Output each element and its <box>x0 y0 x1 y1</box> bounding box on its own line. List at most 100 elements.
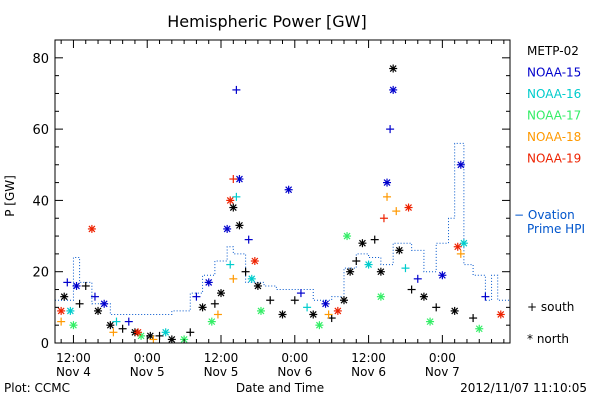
north-data-point <box>389 85 398 94</box>
north-data-point <box>496 310 505 319</box>
north-data-point <box>383 178 392 187</box>
marker-stroke <box>279 311 286 318</box>
south-data-point <box>290 296 299 305</box>
marker-stroke <box>73 282 80 290</box>
north-data-point <box>94 306 103 315</box>
north-data-point <box>450 306 459 315</box>
south-data-point <box>296 289 305 298</box>
legend-entry: NOAA-18 <box>527 130 581 144</box>
marker-stroke <box>322 300 329 308</box>
legend-north-marker: * north <box>527 332 569 346</box>
plot-credit: Plot: CCMC <box>4 381 70 395</box>
north-data-point <box>161 328 170 337</box>
north-data-point <box>389 64 398 73</box>
north-data-point <box>134 328 143 337</box>
x-tick-date-label: Nov 4 <box>56 365 91 379</box>
x-tick-label: 12:00 <box>351 351 386 365</box>
north-data-point <box>395 246 404 255</box>
y-tick-label: 20 <box>32 266 49 281</box>
marker-stroke <box>60 293 68 301</box>
north-data-point <box>100 299 109 308</box>
south-data-point <box>352 257 361 266</box>
north-data-point <box>66 306 75 315</box>
marker-stroke <box>359 239 366 247</box>
north-data-point <box>226 196 235 205</box>
south-data-point <box>392 207 401 216</box>
marker-stroke <box>343 232 351 240</box>
marker-stroke <box>162 328 170 336</box>
south-data-point <box>186 328 195 337</box>
south-data-point <box>124 317 133 326</box>
south-data-point <box>303 303 312 312</box>
north-data-point <box>376 267 385 276</box>
legend: METP-02 NOAA-15 NOAA-16 NOAA-17 NOAA-18 NOAA-… <box>514 44 585 346</box>
x-tick-label: 0:00 <box>429 351 456 365</box>
north-data-point <box>217 289 226 298</box>
north-data-point <box>453 242 462 251</box>
legend-ovation-hpi: − Ovation <box>514 208 575 222</box>
south-data-point <box>229 175 238 184</box>
marker-stroke <box>257 307 265 315</box>
legend-entry: NOAA-16 <box>527 87 581 101</box>
north-data-point <box>339 296 348 305</box>
marker-stroke <box>309 311 317 318</box>
x-tick-date-label: Nov 6 <box>277 365 312 379</box>
north-data-point <box>364 260 373 269</box>
x-tick-date-label: Nov 7 <box>425 365 460 379</box>
legend-south-marker: + south <box>527 300 574 314</box>
chart-title: Hemispheric Power [GW] <box>167 12 366 31</box>
north-data-point <box>69 321 78 330</box>
x-tick-label: 12:00 <box>204 351 239 365</box>
north-data-point <box>247 274 256 283</box>
marker-stroke <box>389 86 397 94</box>
north-data-point <box>223 224 232 233</box>
north-data-point <box>315 321 324 330</box>
north-data-point <box>229 203 238 212</box>
legend-ovation-hpi: Prime HPI <box>527 222 585 236</box>
marker-stroke <box>420 293 428 301</box>
legend-entry: METP-02 <box>527 44 579 58</box>
north-data-point <box>343 232 352 241</box>
marker-stroke <box>88 225 96 233</box>
marker-stroke <box>208 318 216 326</box>
marker-stroke <box>395 246 403 254</box>
marker-stroke <box>236 175 243 183</box>
legend-entry: NOAA-17 <box>527 109 581 123</box>
marker-stroke <box>66 307 74 315</box>
south-data-point <box>241 267 250 276</box>
marker-stroke <box>248 275 256 283</box>
south-data-point <box>232 192 241 201</box>
marker-stroke <box>454 243 462 251</box>
south-data-point <box>155 331 164 340</box>
north-data-point <box>72 281 81 290</box>
marker-stroke <box>334 307 342 315</box>
south-data-point <box>226 260 235 269</box>
north-data-point <box>250 257 259 266</box>
marker-stroke <box>377 293 385 301</box>
marker-stroke <box>251 257 259 265</box>
marker-stroke <box>217 289 225 297</box>
south-data-point <box>90 292 99 301</box>
marker-stroke <box>100 300 108 308</box>
south-data-point <box>213 310 222 319</box>
north-data-point <box>235 175 244 184</box>
plot-timestamp: 2012/11/07 11:10:05 <box>460 381 587 395</box>
north-data-point <box>346 267 355 276</box>
north-data-point <box>207 317 216 326</box>
x-tick-label: 0:00 <box>281 351 308 365</box>
south-data-point <box>370 235 379 244</box>
north-data-point <box>475 324 484 333</box>
south-data-point <box>109 328 118 337</box>
south-data-point <box>469 314 478 323</box>
south-data-point <box>63 278 72 287</box>
marker-stroke <box>405 204 412 211</box>
north-data-point <box>459 239 468 248</box>
north-data-point <box>204 278 213 287</box>
marker-stroke <box>457 161 465 169</box>
north-data-point <box>309 310 318 319</box>
south-data-point <box>210 299 219 308</box>
south-data-point <box>266 296 275 305</box>
south-data-point <box>81 281 90 290</box>
south-data-point <box>192 292 201 301</box>
